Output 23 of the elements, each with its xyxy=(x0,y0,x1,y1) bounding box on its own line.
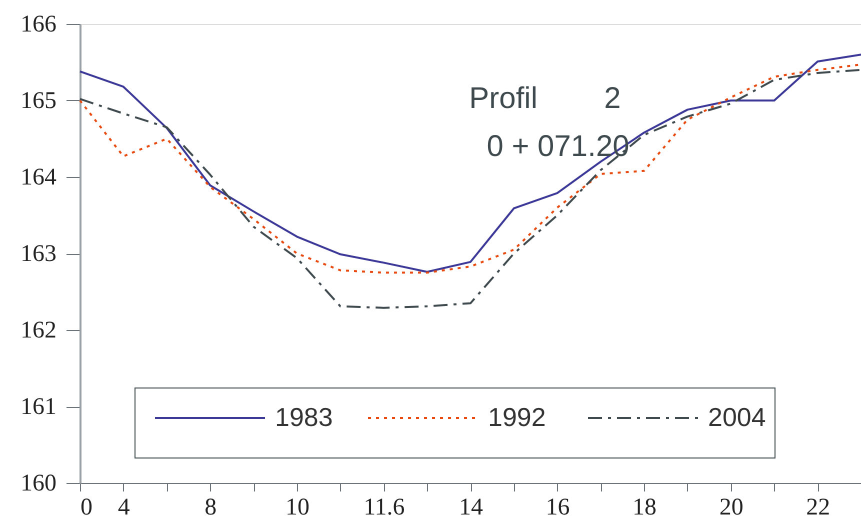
x-tick-label: 14 xyxy=(459,494,483,520)
x-tick-label: 10 xyxy=(285,494,310,520)
y-tick-label: 166 xyxy=(20,12,56,38)
x-tick-label: 8 xyxy=(204,494,217,520)
legend-label: 1983 xyxy=(275,402,333,432)
legend-label: 2004 xyxy=(708,402,766,432)
x-tick-label: 16 xyxy=(546,494,570,520)
legend-label: 1992 xyxy=(488,402,546,432)
x-tick-label: 4 xyxy=(118,494,130,520)
y-tick-label: 163 xyxy=(20,241,56,267)
x-tick-label: 0 xyxy=(80,494,92,520)
y-tick-label: 160 xyxy=(20,470,56,496)
x-tick-label: 22 xyxy=(806,494,830,520)
x-tick-label: 11.6 xyxy=(364,494,405,520)
x-tick-label: 18 xyxy=(632,494,657,520)
y-tick-label: 164 xyxy=(20,164,56,190)
line-series xyxy=(79,68,861,309)
y-tick-label: 161 xyxy=(20,394,56,420)
annotation: 0 + 071.20 xyxy=(486,130,630,163)
y-tick-label: 165 xyxy=(20,88,56,114)
annotation: Profil 2 xyxy=(469,82,621,115)
y-tick-label: 162 xyxy=(20,318,56,344)
x-tick-label: 20 xyxy=(719,494,744,520)
